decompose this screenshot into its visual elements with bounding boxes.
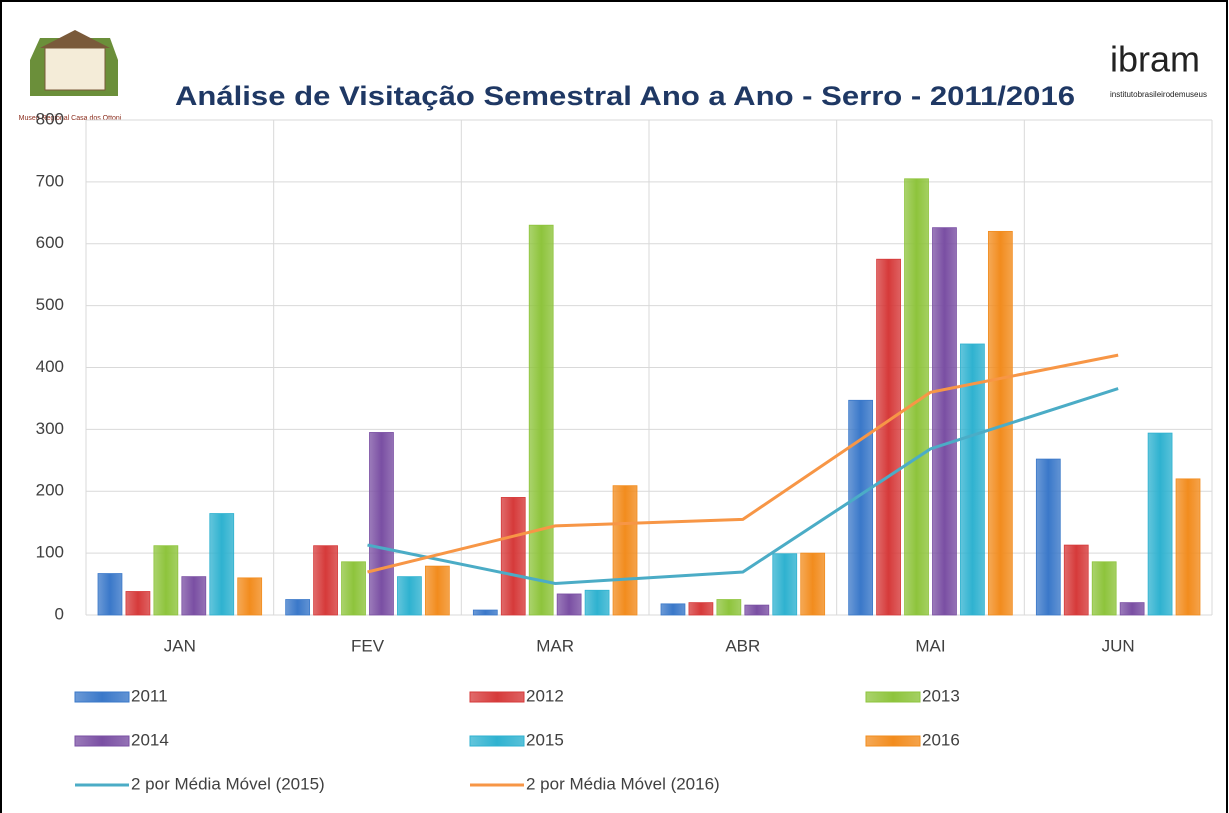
y-tick-label: 500 — [36, 295, 64, 314]
y-tick-label: 100 — [36, 543, 64, 562]
bar — [612, 485, 638, 616]
bar — [688, 602, 714, 616]
legend-label: 2015 — [526, 730, 564, 749]
bar — [932, 227, 957, 616]
ibram-subtitle: institutobrasileirodemuseus — [1110, 90, 1207, 99]
bar — [876, 258, 901, 616]
bar — [660, 603, 686, 616]
bar — [556, 593, 582, 616]
museum-logo: Museu Regional Casa dos Ottoni — [19, 30, 122, 122]
legend-label: 2016 — [922, 730, 960, 749]
bar — [500, 497, 526, 616]
bar — [904, 178, 929, 616]
legend-swatch — [865, 691, 921, 703]
y-tick-label: 300 — [36, 419, 64, 438]
legend-swatch — [865, 735, 921, 747]
bar — [744, 604, 770, 616]
bar — [1063, 544, 1089, 616]
y-tick-label: 200 — [36, 481, 64, 500]
bar — [181, 576, 207, 616]
bar — [237, 577, 263, 616]
ibram-logo: ibram — [1110, 39, 1200, 80]
bar — [716, 599, 742, 616]
legend-label: 2013 — [922, 686, 960, 705]
museum-name: Museu Regional Casa dos Ottoni — [19, 115, 122, 122]
legend-label: 2011 — [131, 686, 168, 705]
legend-label: 2 por Média Móvel (2016) — [526, 774, 720, 793]
bar — [472, 609, 498, 616]
bar — [125, 591, 151, 616]
legend-label: 2 por Média Móvel (2015) — [131, 774, 325, 793]
legend-label: 2014 — [131, 730, 169, 749]
y-tick-label: 0 — [55, 604, 64, 623]
bar — [153, 545, 179, 616]
x-tick-label: MAI — [915, 636, 945, 655]
moving-average-line — [367, 387, 1119, 585]
moving-average-line — [367, 353, 1119, 574]
x-tick-label: ABR — [725, 636, 760, 655]
bar — [341, 561, 366, 616]
bar — [424, 565, 450, 616]
bar — [528, 224, 554, 616]
bar — [97, 573, 123, 616]
bar — [800, 552, 826, 616]
bar — [1175, 478, 1201, 616]
legend-swatch — [469, 691, 525, 703]
bar — [960, 343, 985, 616]
y-tick-label: 400 — [36, 357, 64, 376]
bar — [313, 545, 338, 616]
y-tick-label: 800 — [36, 109, 64, 128]
bar — [584, 589, 610, 616]
bar — [1035, 458, 1061, 616]
bar — [209, 513, 235, 616]
legend-swatch — [469, 735, 525, 747]
bar — [848, 399, 874, 616]
y-tick-label: 600 — [36, 233, 64, 252]
x-tick-label: FEV — [351, 636, 385, 655]
chart-title: Análise de Visitação Semestral Ano a Ano… — [175, 81, 1075, 111]
bar — [1147, 432, 1173, 616]
bar — [369, 432, 394, 616]
x-tick-label: JAN — [164, 636, 196, 655]
bar — [772, 553, 798, 616]
x-tick-label: MAR — [536, 636, 574, 655]
x-tick-label: JUN — [1102, 636, 1135, 655]
y-tick-label: 700 — [36, 171, 64, 190]
bar — [1119, 602, 1145, 616]
legend-label: 2012 — [526, 686, 564, 705]
bar — [285, 599, 311, 616]
legend-swatch — [74, 735, 130, 747]
bar — [397, 576, 422, 616]
bar — [1091, 561, 1117, 616]
legend-swatch — [74, 691, 130, 703]
